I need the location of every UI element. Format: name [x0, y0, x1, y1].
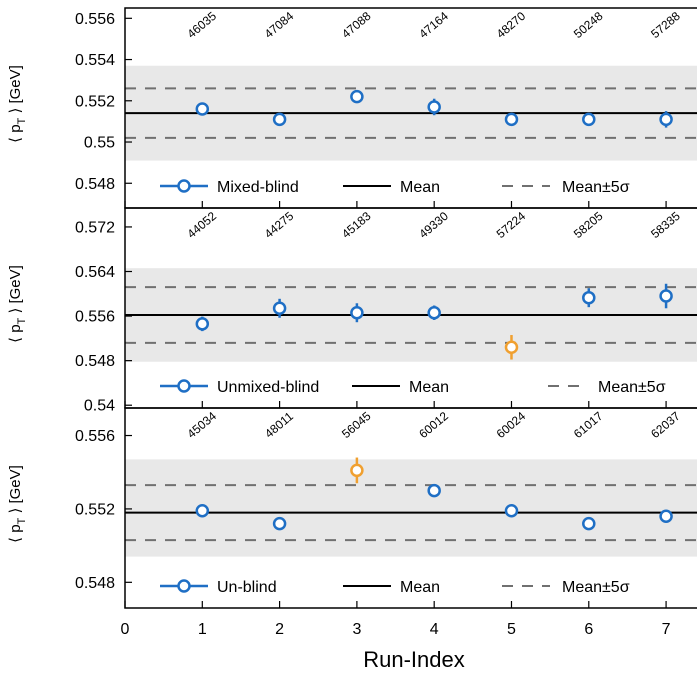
y-axis-label-sub: T	[16, 317, 28, 324]
panel-3: 0.548 0.552 0.556 45034 48011 56045 60012 60024…	[7, 407, 697, 609]
y-axis-label-main: ⟨ p	[7, 124, 24, 142]
data-point	[427, 483, 441, 498]
data-point	[195, 102, 210, 116]
legend-series-marker	[177, 379, 191, 393]
x-axis-label: Run-Index	[363, 647, 465, 672]
y-axis-label: ⟨ pT ⟩ [GeV]	[7, 265, 28, 343]
legend-series-label: Mixed-blind	[217, 179, 299, 196]
x-tick-label: 5	[507, 621, 516, 638]
run-number-label: 46035	[184, 9, 219, 41]
run-number-label: 58335	[648, 209, 683, 241]
legend-series-marker	[177, 579, 191, 593]
x-tick-label: 2	[275, 621, 284, 638]
legend-mean-label: Mean	[400, 579, 440, 596]
run-number-label: 60024	[494, 409, 529, 441]
run-number-label: 57288	[648, 9, 683, 41]
run-number-label: 44052	[184, 209, 219, 241]
y-axis-label-main: ⟨ p	[7, 324, 24, 342]
data-point	[659, 112, 673, 127]
y-tick-label: 0.572	[75, 219, 115, 236]
legend: Un-blind Mean Mean±5σ	[160, 579, 630, 596]
y-axis-label-unit: ⟩ [GeV]	[7, 465, 24, 518]
y-tick-label: 0.556	[75, 11, 115, 28]
data-point	[582, 112, 596, 127]
run-number-label: 47164	[416, 9, 451, 41]
y-axis-label-sub: T	[16, 517, 28, 524]
legend-series-label: Un-blind	[217, 579, 277, 596]
y-tick-label: 0.548	[75, 575, 115, 592]
run-number-label: 61017	[571, 409, 606, 441]
panel-1: 0.548 0.55 0.552 0.554 0.556 46035 47084 47088 4…	[7, 7, 697, 209]
y-axis-label-main: ⟨ p	[7, 524, 24, 542]
run-number-label: 62037	[648, 409, 683, 441]
y-tick-label: 0.55	[84, 135, 115, 152]
legend-mean-label: Mean	[409, 379, 449, 396]
run-number-label: 60012	[416, 409, 451, 441]
legend-sigma-label: Mean±5σ	[562, 579, 630, 596]
y-tick-label: 0.54	[84, 398, 115, 415]
run-number-label: 58205	[571, 209, 606, 241]
legend-sigma-label: Mean±5σ	[598, 379, 666, 396]
panel-frame	[124, 407, 697, 609]
run-number-label: 56045	[339, 409, 374, 441]
legend: Unmixed-blind Mean Mean±5σ	[160, 379, 666, 396]
data-point	[350, 305, 364, 320]
data-point	[582, 516, 596, 531]
data-point	[659, 289, 673, 303]
data-point	[272, 301, 287, 316]
run-number-label: 50248	[571, 9, 606, 41]
x-tick-label: 0	[121, 621, 130, 638]
data-point	[195, 317, 210, 331]
run-number-label: 47084	[262, 9, 297, 41]
outlier-point	[504, 340, 519, 355]
y-tick-label: 0.564	[75, 264, 115, 281]
data-point	[350, 89, 364, 104]
data-point	[427, 305, 441, 320]
data-point	[659, 509, 673, 524]
run-number-label: 49330	[416, 209, 451, 241]
x-tick-label: 7	[662, 621, 671, 638]
y-axis-label-unit: ⟩ [GeV]	[7, 65, 24, 118]
data-point	[504, 504, 519, 518]
x-tick-label: 4	[430, 621, 439, 638]
y-tick-label: 0.548	[75, 176, 115, 193]
y-tick-label: 0.552	[75, 501, 115, 518]
run-number-label: 47088	[339, 9, 374, 41]
y-axis-label: ⟨ pT ⟩ [GeV]	[7, 465, 28, 543]
legend-sigma-label: Mean±5σ	[562, 179, 630, 196]
data-point	[272, 112, 287, 127]
run-number-label: 48011	[262, 409, 296, 441]
data-point	[195, 504, 210, 518]
y-axis-label: ⟨ pT ⟩ [GeV]	[7, 65, 28, 143]
legend: Mixed-blind Mean Mean±5σ	[160, 179, 630, 196]
run-number-label: 45034	[184, 409, 219, 441]
data-point	[582, 290, 596, 305]
data-point	[272, 516, 287, 531]
y-tick-label: 0.554	[75, 52, 115, 69]
y-tick-label: 0.556	[75, 309, 115, 326]
run-number-label: 44275	[262, 209, 297, 241]
x-tick-label: 3	[352, 621, 361, 638]
run-number-label: 48270	[494, 9, 529, 41]
y-tick-label: 0.548	[75, 353, 115, 370]
y-axis-label-sub: T	[16, 117, 28, 124]
legend-series-marker	[177, 179, 191, 193]
run-number-label: 45183	[339, 209, 374, 241]
y-axis-label-unit: ⟩ [GeV]	[7, 265, 24, 318]
panel-2: 0.54 0.548 0.556 0.564 0.572 44052 44275 45183 4…	[7, 207, 697, 415]
shaded-band	[125, 459, 697, 557]
x-tick-label: 6	[584, 621, 593, 638]
y-tick-label: 0.556	[75, 428, 115, 445]
data-point	[427, 100, 441, 114]
run-number-label: 57224	[494, 209, 529, 241]
data-point	[504, 112, 519, 127]
legend-series-label: Unmixed-blind	[217, 379, 319, 396]
y-tick-label: 0.552	[75, 93, 115, 110]
x-tick-label: 1	[198, 621, 207, 638]
legend-mean-label: Mean	[400, 179, 440, 196]
outlier-point	[350, 463, 364, 478]
